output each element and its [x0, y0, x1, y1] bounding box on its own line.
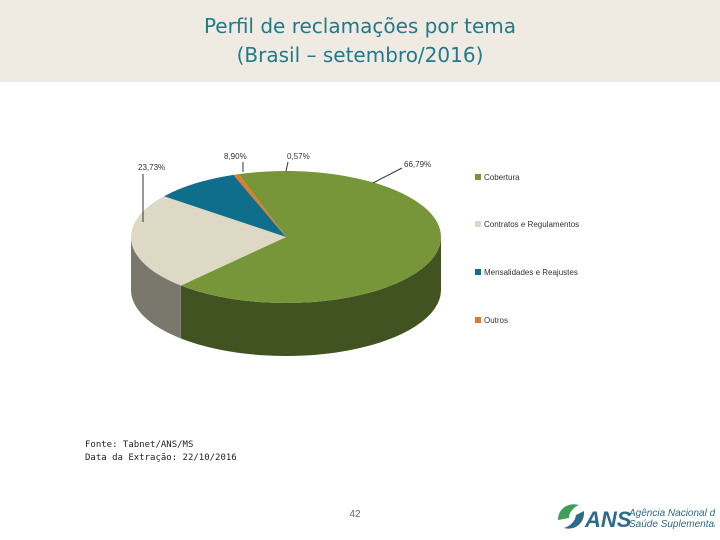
- data-label-contratos-e-regulamentos: 23,73%: [138, 163, 165, 172]
- logo-line-2: Saúde Suplementar: [629, 519, 715, 530]
- title-banner: [0, 0, 720, 82]
- legend-swatch-contratos-e-regulamentos: [475, 221, 481, 227]
- page-title: Perfil de reclamações por tema (Brasil –…: [0, 12, 720, 70]
- legend-label-outros: Outros: [484, 316, 508, 325]
- pie-slice-cobertura: [180, 170, 441, 303]
- logo-abbreviation: ANS: [584, 507, 632, 532]
- pie-slice-outros: [233, 174, 286, 237]
- data-label-cobertura: 66,79%: [404, 160, 431, 169]
- legend-swatch-outros: [475, 317, 481, 323]
- logo-line-1: Agência Nacional de: [628, 508, 715, 519]
- title-line-1: Perfil de reclamações por tema: [203, 14, 517, 38]
- data-label-outros: 0,57%: [287, 152, 310, 161]
- logo-mark-icon: [558, 504, 585, 529]
- page-number: 42: [349, 509, 361, 520]
- pie-slice-contratos-e-regulamentos: [131, 196, 286, 286]
- slice-side-cobertura: [180, 237, 441, 356]
- ans-logo: ANS Agência Nacional de Saúde Suplementa…: [558, 504, 715, 532]
- legend-swatch-cobertura: [475, 174, 481, 180]
- legend-swatch-mensalidades-e-reajustes: [475, 269, 481, 275]
- source-note: Fonte: Tabnet/ANS/MS Data da Extração: 2…: [85, 439, 237, 465]
- legend-label-mensalidades-e-reajustes: Mensalidades e Reajustes: [484, 268, 578, 277]
- slice-side-contratos-e-regulamentos: [131, 237, 181, 339]
- legend-label-cobertura: Cobertura: [484, 173, 520, 182]
- leader-line-outros: [285, 161, 289, 172]
- data-label-mensalidades-e-reajustes: 8,90%: [224, 152, 247, 161]
- legend-label-contratos-e-regulamentos: Contratos e Regulamentos: [484, 220, 579, 229]
- extraction-date: Data da Extração: 22/10/2016: [85, 453, 237, 463]
- source-text: Fonte: Tabnet/ANS/MS: [85, 440, 194, 450]
- leader-line-cobertura: [372, 167, 403, 184]
- title-line-2: (Brasil – setembro/2016): [236, 43, 484, 67]
- pie-slice-mensalidades-e-reajustes: [164, 174, 286, 237]
